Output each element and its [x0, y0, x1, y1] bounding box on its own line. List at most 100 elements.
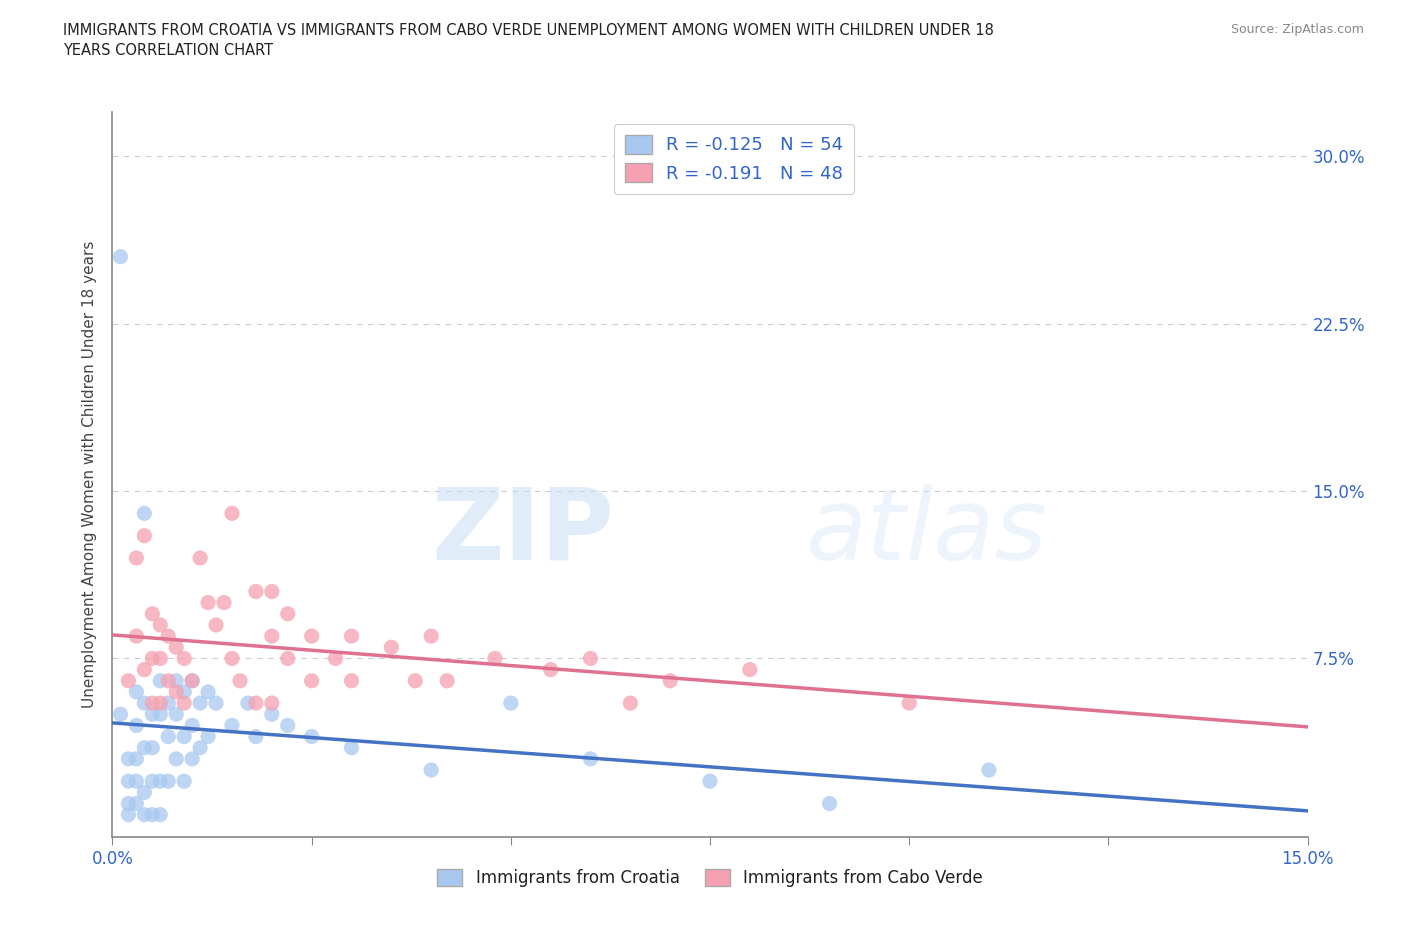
- Point: [245, 729, 267, 744]
- Point: [188, 696, 211, 711]
- Point: [212, 595, 235, 610]
- Point: [260, 584, 283, 599]
- Point: [484, 651, 506, 666]
- Point: [149, 774, 172, 789]
- Text: ZIP: ZIP: [432, 484, 614, 581]
- Point: [173, 696, 195, 711]
- Point: [499, 696, 522, 711]
- Point: [134, 696, 156, 711]
- Point: [260, 629, 283, 644]
- Point: [134, 662, 156, 677]
- Point: [149, 707, 172, 722]
- Text: Source: ZipAtlas.com: Source: ZipAtlas.com: [1230, 23, 1364, 36]
- Point: [134, 506, 156, 521]
- Point: [125, 551, 148, 565]
- Point: [141, 707, 163, 722]
- Point: [125, 796, 148, 811]
- Point: [149, 673, 172, 688]
- Text: IMMIGRANTS FROM CROATIA VS IMMIGRANTS FROM CABO VERDE UNEMPLOYMENT AMONG WOMEN W: IMMIGRANTS FROM CROATIA VS IMMIGRANTS FR…: [63, 23, 994, 58]
- Point: [125, 774, 148, 789]
- Point: [141, 606, 163, 621]
- Point: [188, 740, 211, 755]
- Point: [260, 707, 283, 722]
- Point: [157, 629, 180, 644]
- Point: [141, 774, 163, 789]
- Point: [277, 606, 299, 621]
- Point: [110, 707, 132, 722]
- Point: [134, 785, 156, 800]
- Point: [738, 662, 761, 677]
- Point: [141, 807, 163, 822]
- Point: [181, 751, 204, 766]
- Point: [245, 584, 267, 599]
- Point: [277, 651, 299, 666]
- Point: [125, 751, 148, 766]
- Point: [205, 618, 228, 632]
- Point: [404, 673, 426, 688]
- Point: [659, 673, 682, 688]
- Point: [818, 796, 841, 811]
- Point: [173, 684, 195, 699]
- Point: [245, 696, 267, 711]
- Point: [165, 751, 187, 766]
- Point: [420, 629, 443, 644]
- Point: [157, 673, 180, 688]
- Point: [134, 740, 156, 755]
- Point: [340, 629, 363, 644]
- Point: [619, 696, 641, 711]
- Point: [149, 618, 172, 632]
- Point: [165, 707, 187, 722]
- Point: [197, 684, 219, 699]
- Point: [149, 807, 172, 822]
- Point: [141, 696, 163, 711]
- Point: [125, 629, 148, 644]
- Point: [197, 729, 219, 744]
- Text: atlas: atlas: [806, 484, 1047, 581]
- Point: [125, 718, 148, 733]
- Point: [181, 673, 204, 688]
- Point: [325, 651, 347, 666]
- Point: [301, 673, 323, 688]
- Point: [197, 595, 219, 610]
- Point: [898, 696, 921, 711]
- Point: [165, 640, 187, 655]
- Point: [181, 718, 204, 733]
- Point: [117, 796, 139, 811]
- Point: [579, 651, 602, 666]
- Point: [173, 651, 195, 666]
- Point: [260, 696, 283, 711]
- Point: [540, 662, 562, 677]
- Point: [149, 651, 172, 666]
- Point: [221, 718, 243, 733]
- Point: [221, 506, 243, 521]
- Point: [340, 673, 363, 688]
- Point: [436, 673, 458, 688]
- Point: [141, 651, 163, 666]
- Point: [340, 740, 363, 755]
- Point: [110, 249, 132, 264]
- Point: [157, 696, 180, 711]
- Point: [117, 673, 139, 688]
- Point: [134, 528, 156, 543]
- Point: [229, 673, 252, 688]
- Point: [380, 640, 402, 655]
- Point: [165, 684, 187, 699]
- Legend: Immigrants from Croatia, Immigrants from Cabo Verde: Immigrants from Croatia, Immigrants from…: [430, 862, 990, 894]
- Point: [117, 774, 139, 789]
- Point: [149, 696, 172, 711]
- Point: [117, 807, 139, 822]
- Point: [188, 551, 211, 565]
- Point: [141, 740, 163, 755]
- Point: [117, 751, 139, 766]
- Point: [157, 774, 180, 789]
- Point: [165, 673, 187, 688]
- Point: [277, 718, 299, 733]
- Point: [173, 729, 195, 744]
- Y-axis label: Unemployment Among Women with Children Under 18 years: Unemployment Among Women with Children U…: [82, 241, 97, 708]
- Point: [236, 696, 259, 711]
- Point: [420, 763, 443, 777]
- Point: [125, 684, 148, 699]
- Point: [301, 629, 323, 644]
- Point: [173, 774, 195, 789]
- Point: [699, 774, 721, 789]
